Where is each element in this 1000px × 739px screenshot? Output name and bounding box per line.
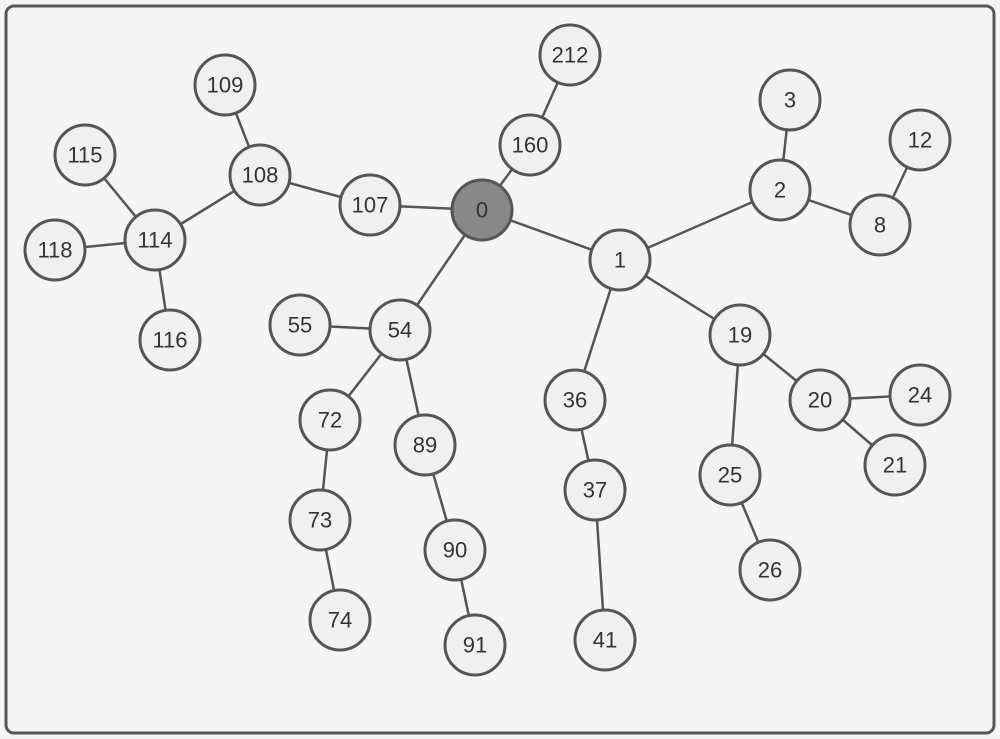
node-label: 0 bbox=[476, 198, 488, 223]
node: 74 bbox=[310, 590, 370, 650]
node-label: 114 bbox=[137, 228, 172, 253]
node-label: 72 bbox=[318, 408, 342, 433]
node: 19 bbox=[710, 305, 770, 365]
network-graph: 0123812192021242526363741545572737489909… bbox=[0, 0, 1000, 739]
node-label: 89 bbox=[413, 433, 437, 458]
node: 36 bbox=[545, 370, 605, 430]
node: 73 bbox=[290, 490, 350, 550]
node: 90 bbox=[425, 520, 485, 580]
node-label: 116 bbox=[152, 328, 187, 353]
node: 118 bbox=[25, 220, 85, 280]
node-label: 91 bbox=[463, 633, 487, 658]
node: 107 bbox=[340, 175, 400, 235]
node-label: 36 bbox=[563, 388, 587, 413]
node: 0 bbox=[452, 180, 512, 240]
node-label: 8 bbox=[874, 213, 886, 238]
node: 109 bbox=[195, 55, 255, 115]
node: 37 bbox=[565, 460, 625, 520]
node-label: 24 bbox=[908, 383, 932, 408]
node: 41 bbox=[575, 610, 635, 670]
node-label: 160 bbox=[512, 133, 549, 158]
node: 12 bbox=[890, 110, 950, 170]
node: 8 bbox=[850, 195, 910, 255]
graph-frame bbox=[6, 6, 994, 733]
node: 21 bbox=[865, 435, 925, 495]
node-label: 2 bbox=[774, 178, 786, 203]
node-label: 118 bbox=[37, 238, 72, 263]
node: 55 bbox=[270, 295, 330, 355]
node-label: 90 bbox=[443, 538, 467, 563]
node-label: 54 bbox=[388, 318, 412, 343]
node-label: 55 bbox=[288, 313, 312, 338]
node-label: 109 bbox=[207, 73, 244, 98]
node: 108 bbox=[230, 145, 290, 205]
node: 115 bbox=[55, 125, 115, 185]
node-label: 107 bbox=[352, 193, 389, 218]
node-label: 26 bbox=[758, 558, 782, 583]
node: 72 bbox=[300, 390, 360, 450]
node: 25 bbox=[700, 445, 760, 505]
node-label: 21 bbox=[883, 453, 907, 478]
node-label: 1 bbox=[614, 248, 626, 273]
node-label: 108 bbox=[242, 163, 279, 188]
node: 20 bbox=[790, 370, 850, 430]
node: 2 bbox=[750, 160, 810, 220]
node-label: 19 bbox=[728, 323, 752, 348]
node-label: 73 bbox=[308, 508, 332, 533]
node-label: 25 bbox=[718, 463, 742, 488]
node: 160 bbox=[500, 115, 560, 175]
node-label: 212 bbox=[552, 43, 589, 68]
node-label: 37 bbox=[583, 478, 607, 503]
node-label: 74 bbox=[328, 608, 352, 633]
node: 212 bbox=[540, 25, 600, 85]
node: 91 bbox=[445, 615, 505, 675]
node: 1 bbox=[590, 230, 650, 290]
node: 89 bbox=[395, 415, 455, 475]
node-label: 3 bbox=[784, 88, 796, 113]
node: 116 bbox=[140, 310, 200, 370]
node: 24 bbox=[890, 365, 950, 425]
node-label: 12 bbox=[908, 128, 932, 153]
node-label: 20 bbox=[808, 388, 832, 413]
node-label: 41 bbox=[593, 628, 617, 653]
node: 114 bbox=[125, 210, 185, 270]
nodes-layer: 0123812192021242526363741545572737489909… bbox=[25, 25, 950, 675]
node-label: 115 bbox=[67, 143, 102, 168]
node: 54 bbox=[370, 300, 430, 360]
node: 3 bbox=[760, 70, 820, 130]
node: 26 bbox=[740, 540, 800, 600]
